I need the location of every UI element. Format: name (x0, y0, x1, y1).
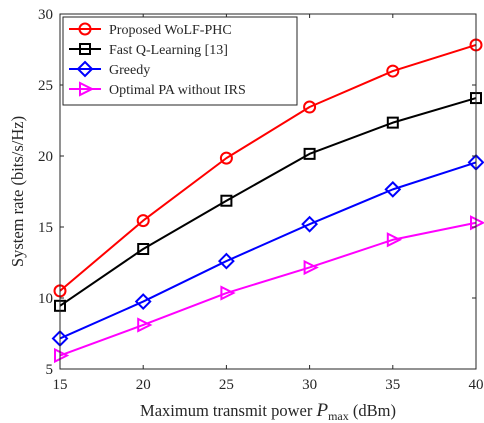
legend-entry: Proposed WoLF-PHC (69, 22, 232, 38)
legend-label: Fast Q-Learning [13] (109, 43, 228, 58)
series-line (59, 221, 477, 357)
y-tick-label: 10 (38, 291, 53, 307)
data-point-marker (219, 151, 233, 165)
data-point-marker (384, 180, 402, 198)
data-point-marker (136, 214, 150, 228)
legend-label: Proposed WoLF-PHC (109, 23, 232, 38)
x-tick-label: 15 (53, 377, 68, 393)
series-group (54, 92, 482, 312)
data-point-marker (303, 147, 316, 160)
data-point-marker (470, 215, 484, 231)
legend-entry: Greedy (69, 60, 150, 78)
legend-marker (79, 81, 95, 97)
y-tick-label: 15 (38, 220, 53, 236)
series-line (59, 44, 477, 292)
y-tick-label: 30 (38, 7, 53, 23)
legend-label: Greedy (109, 63, 150, 78)
data-point-marker (303, 259, 319, 276)
legend-marker (76, 60, 94, 78)
legend-marker (78, 22, 92, 36)
data-point-marker (54, 347, 70, 364)
y-tick-label: 25 (38, 78, 53, 94)
x-axis-title: Maximum transmit power Pmax (dBm) (140, 400, 396, 423)
legend-entry: Fast Q-Learning [13] (69, 43, 228, 58)
legend-box (62, 16, 298, 106)
legend-marker (79, 43, 91, 55)
series-line (59, 161, 477, 340)
data-point-marker (134, 293, 152, 310)
x-tick-label: 35 (385, 377, 400, 393)
series-group (51, 153, 484, 347)
x-axis-title-unit: (dBm) (349, 401, 396, 420)
plot-frame (59, 13, 477, 370)
x-tick-label: 20 (136, 377, 151, 393)
legend-entry: Optimal PA without IRS (69, 81, 246, 98)
legend-label: Optimal PA without IRS (109, 83, 246, 98)
data-point-marker (386, 232, 403, 248)
data-point-marker (386, 116, 399, 129)
data-point-marker (301, 215, 319, 233)
data-point-marker (217, 252, 235, 270)
data-point-marker (220, 194, 233, 207)
data-point-marker (137, 317, 153, 333)
x-tick-label: 40 (469, 377, 484, 393)
y-tick-label: 20 (38, 149, 53, 165)
x-tick-label: 25 (219, 377, 234, 393)
data-point-marker (386, 64, 400, 78)
axis-ticks: 15 20 25 30 35 40 5 10 15 20 25 30 (38, 7, 484, 393)
data-point-marker (303, 100, 317, 114)
series-group (54, 215, 484, 364)
x-axis-title-prefix: Maximum transmit power (140, 401, 316, 420)
y-tick-label: 5 (46, 362, 54, 378)
x-axis-title-subscript: max (328, 409, 349, 423)
series-line (59, 97, 477, 307)
data-point-marker (220, 285, 236, 301)
x-tick-label: 30 (302, 377, 317, 393)
y-axis-title: System rate (bits/s/Hz) (8, 116, 27, 267)
data-point-marker (137, 243, 150, 256)
x-axis-title-symbol: P (315, 400, 328, 421)
legend: Proposed WoLF-PHC Fast Q-Learning [13] Gre… (62, 16, 298, 106)
